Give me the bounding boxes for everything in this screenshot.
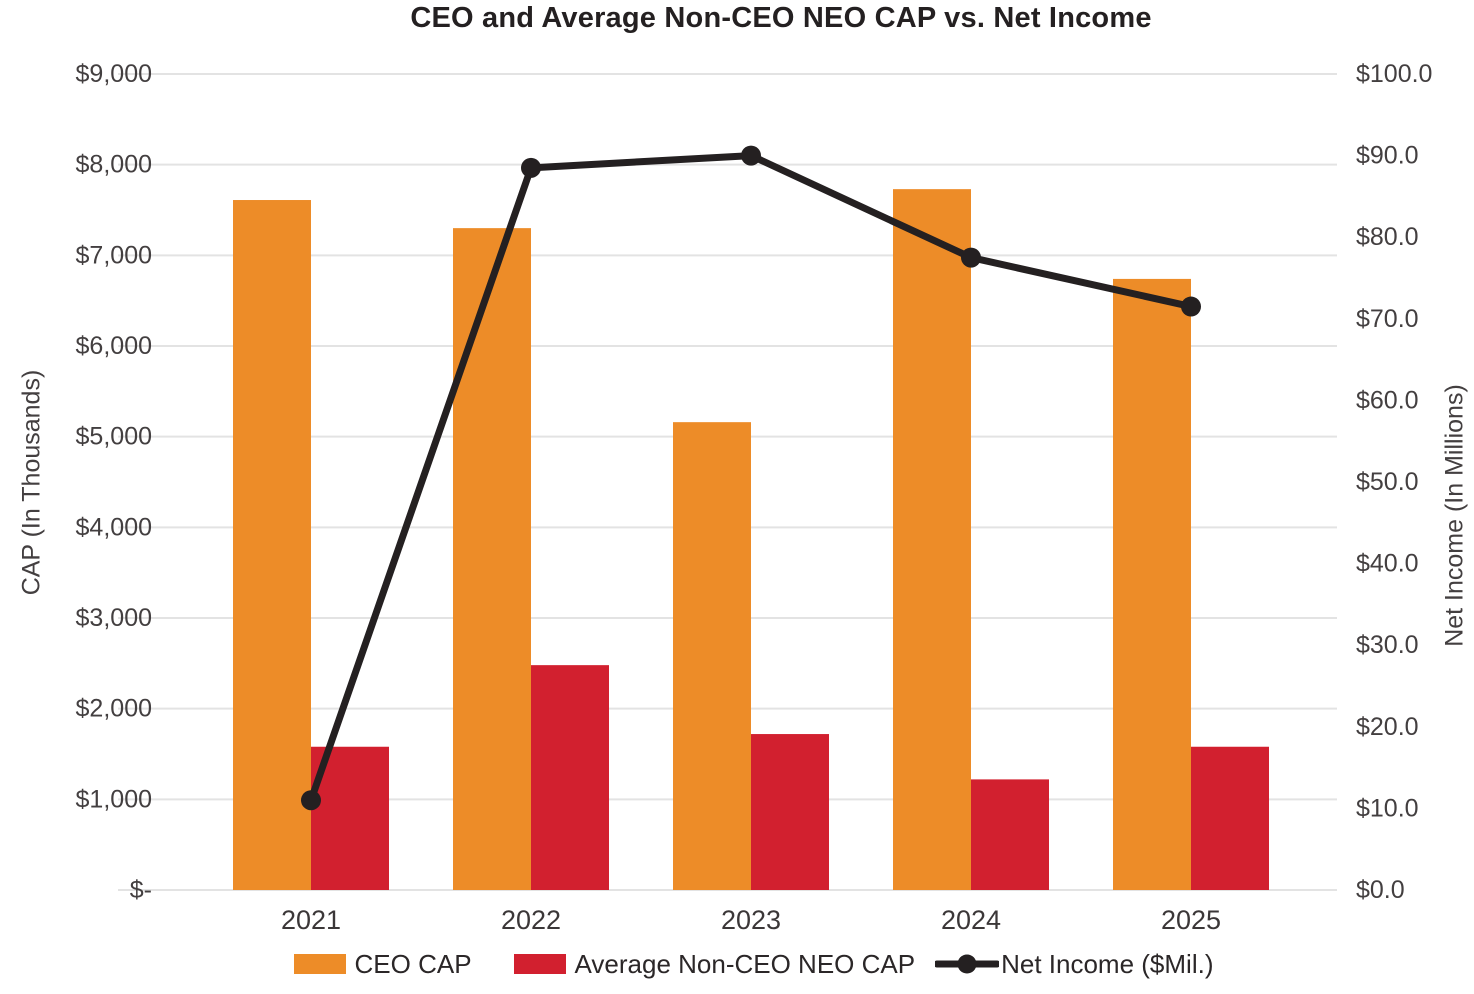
- right-axis-tick-label: $10.0: [1356, 794, 1419, 822]
- net-income-mil-point: [961, 247, 981, 268]
- left-axis-tick-label: $4,000: [76, 513, 152, 541]
- x-axis-label: 2025: [1161, 905, 1221, 935]
- net-income-mil-point: [301, 790, 321, 811]
- x-axis-label: 2022: [501, 905, 561, 935]
- right-axis-tick-label: $40.0: [1356, 550, 1419, 578]
- legend-item-ceo-cap: CEO CAP: [293, 948, 472, 980]
- right-axis-tick-label: $100.0: [1356, 60, 1432, 88]
- net-income-mil-point: [1181, 296, 1201, 317]
- left-axis-tick-label: $7,000: [76, 241, 152, 269]
- bar-average-non-ceo-neo-cap: [751, 734, 829, 890]
- left-axis-tick-label: $6,000: [76, 332, 152, 360]
- bar-average-non-ceo-neo-cap: [531, 665, 609, 890]
- legend-swatch-nonceo-cap: [513, 954, 566, 974]
- bar-average-non-ceo-neo-cap: [971, 779, 1049, 890]
- bar-ceo-cap: [893, 189, 971, 890]
- x-axis-label: 2023: [721, 905, 781, 935]
- legend: CEO CAP Average Non-CEO NEO CAP Net Inco…: [33, 944, 1474, 984]
- right-axis-tick-label: $90.0: [1356, 142, 1419, 170]
- bar-ceo-cap: [1113, 278, 1191, 890]
- left-axis-tick-label: $5,000: [76, 423, 152, 451]
- bar-ceo-cap: [233, 200, 311, 890]
- net-income-mil-point: [741, 145, 761, 166]
- left-axis-tick-label: $8,000: [76, 151, 152, 179]
- left-axis-title: CAP (In Thousands): [17, 369, 46, 596]
- legend-swatch-ceo-cap: [293, 954, 346, 974]
- left-axis-tick-label: $1,000: [76, 785, 152, 813]
- right-axis-title: Net Income (In Millions): [1440, 384, 1469, 647]
- right-axis-tick-label: $70.0: [1356, 305, 1419, 333]
- right-axis-tick-label: $0.0: [1356, 876, 1405, 904]
- chart-title: CEO and Average Non-CEO NEO CAP vs. Net …: [410, 2, 1152, 34]
- bar-ceo-cap: [453, 228, 531, 891]
- net-income-mil-point: [521, 157, 541, 178]
- legend-label-nonceo-cap: Average Non-CEO NEO CAP: [574, 948, 916, 979]
- legend-item-nonceo-cap: Average Non-CEO NEO CAP: [513, 948, 916, 980]
- left-axis-tick-label: $3,000: [76, 604, 152, 632]
- line-dot-marker-icon: [935, 954, 1000, 974]
- right-axis-tick-label: $20.0: [1356, 713, 1419, 741]
- left-axis-tick-label: $2,000: [76, 695, 152, 723]
- x-axis-label: 2021: [281, 905, 341, 935]
- right-axis-tick-label: $80.0: [1356, 223, 1419, 251]
- right-axis-tick-label: $30.0: [1356, 631, 1419, 659]
- bar-ceo-cap: [673, 422, 751, 890]
- bar-average-non-ceo-neo-cap: [1191, 746, 1269, 890]
- legend-label-net-income: Net Income ($Mil.): [1001, 948, 1214, 979]
- legend-item-net-income: Net Income ($Mil.): [935, 949, 1213, 980]
- x-axis-label: 2024: [941, 905, 1001, 935]
- left-axis-tick-label: $-: [130, 876, 152, 904]
- left-axis-tick-label: $9,000: [76, 60, 152, 88]
- right-axis-tick-label: $50.0: [1356, 468, 1419, 496]
- legend-label-ceo-cap: CEO CAP: [354, 948, 472, 979]
- right-axis-tick-label: $60.0: [1356, 386, 1419, 414]
